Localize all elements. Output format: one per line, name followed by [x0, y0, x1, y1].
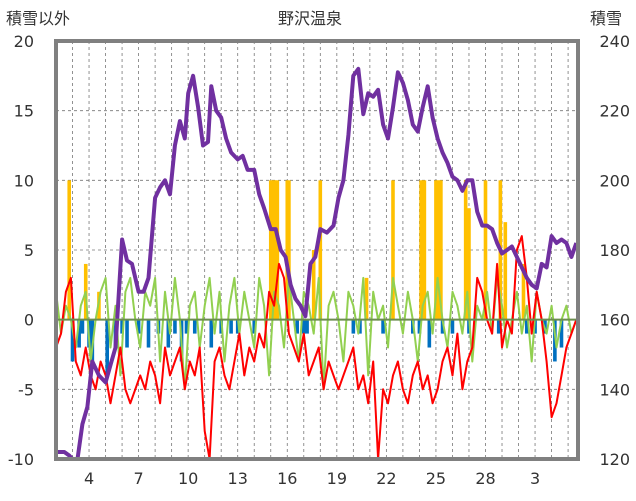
y-left-tick: 10 — [14, 171, 34, 190]
bar-blue — [146, 319, 151, 348]
x-tick: 16 — [277, 469, 297, 488]
bar-yellow — [364, 277, 369, 320]
y-right-label: 積雪 — [590, 9, 623, 28]
bar-layer — [67, 180, 564, 376]
bar-yellow — [439, 180, 443, 320]
bar-blue — [351, 319, 356, 334]
bar-blue — [496, 319, 501, 334]
y-right-tick: 200 — [599, 171, 630, 190]
bar-yellow — [463, 180, 468, 320]
line-layer — [55, 66, 579, 461]
bar-blue — [166, 319, 171, 348]
bar-blue — [125, 319, 129, 348]
x-tick: 22 — [376, 469, 396, 488]
bar-blue — [105, 319, 110, 376]
y-right-tick: 120 — [599, 450, 630, 469]
y-right-tick: 140 — [599, 380, 630, 399]
y-right-tick: 240 — [599, 32, 630, 51]
bar-blue — [209, 319, 214, 348]
bar-yellow — [391, 180, 395, 320]
bar-yellow — [318, 180, 323, 320]
bar-blue — [524, 319, 529, 334]
bar-yellow — [503, 222, 508, 320]
bar-yellow — [67, 180, 72, 320]
y-left-tick: 20 — [14, 32, 34, 51]
red-series-line — [55, 235, 578, 460]
x-tick: 28 — [475, 469, 495, 488]
bar-blue — [305, 319, 309, 334]
bar-blue — [184, 319, 189, 334]
y-left-tick: 0 — [24, 311, 34, 330]
bar-yellow — [422, 180, 427, 320]
bar-blue — [295, 319, 299, 334]
bar-blue — [381, 319, 385, 334]
bar-yellow — [311, 250, 316, 320]
bar-yellow — [483, 180, 488, 320]
bar-yellow — [521, 263, 526, 320]
x-tick: 13 — [228, 469, 248, 488]
bar-blue — [440, 319, 445, 334]
x-tick: 10 — [178, 469, 198, 488]
bar-blue — [70, 319, 75, 362]
y-left-tick: -5 — [18, 380, 34, 399]
bar-blue — [229, 319, 233, 334]
x-tick: 25 — [426, 469, 446, 488]
bar-yellow — [467, 208, 471, 320]
bar-yellow — [287, 180, 291, 320]
y-right-tick: 160 — [599, 311, 630, 330]
bar-blue — [136, 319, 141, 334]
bar-yellow — [275, 180, 280, 320]
bar-blue — [252, 319, 257, 334]
y-left-tick: 15 — [14, 102, 34, 121]
bar-blue — [301, 319, 306, 334]
tick-layer: 20 15 10 5 0 -5 -10 240 220 200 180 160 140 120 4 7 10 13… — [8, 32, 630, 488]
bar-blue — [77, 319, 81, 348]
bar-blue — [120, 319, 124, 334]
bar-blue — [559, 319, 564, 348]
y-left-label: 積雪以外 — [6, 9, 71, 28]
bar-blue — [235, 319, 240, 334]
bar-blue — [80, 319, 85, 334]
bar-blue — [192, 319, 197, 334]
y-right-tick: 180 — [599, 241, 630, 260]
bar-blue — [173, 319, 177, 334]
y-right-tick: 220 — [599, 102, 630, 121]
y-left-tick: 5 — [24, 241, 34, 260]
bar-blue — [450, 319, 455, 334]
x-tick: 7 — [134, 469, 144, 488]
snow-depth-line — [56, 66, 579, 461]
plot-frame — [54, 39, 580, 461]
y-left-tick: -10 — [8, 450, 34, 469]
bar-blue — [417, 319, 422, 334]
x-tick: 19 — [327, 469, 347, 488]
bar-blue — [358, 319, 362, 334]
chart-title: 野沢温泉 — [278, 9, 343, 28]
x-tick: 3 — [530, 469, 540, 488]
bar-blue — [427, 319, 432, 348]
x-tick: 4 — [84, 469, 94, 488]
